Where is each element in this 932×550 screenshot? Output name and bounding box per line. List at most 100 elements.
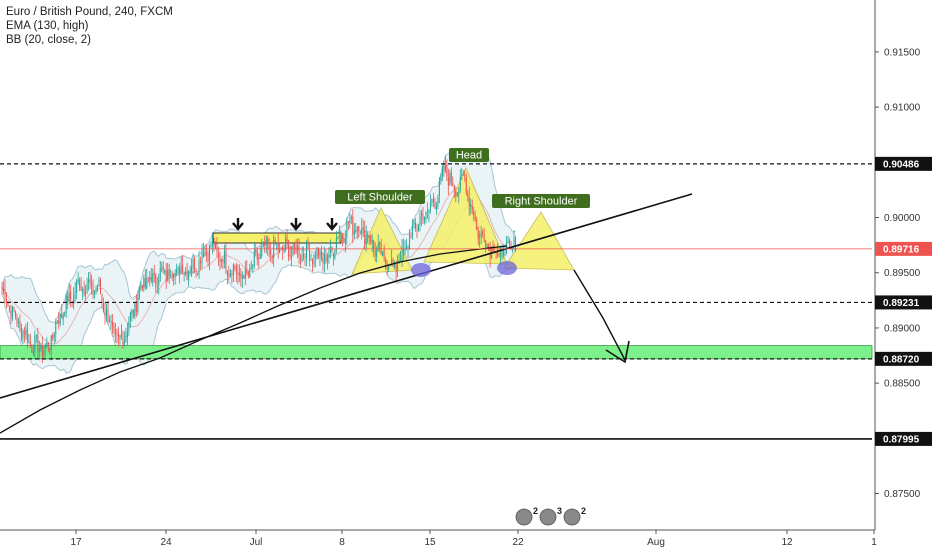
candle-body	[431, 198, 433, 203]
candle-body	[117, 333, 119, 337]
candle-body	[320, 250, 322, 260]
candle-body	[359, 232, 361, 234]
candle-body	[176, 269, 178, 274]
candle-body	[61, 313, 63, 319]
candle-body	[223, 252, 225, 264]
candle-body	[143, 278, 145, 288]
candle-body	[13, 307, 15, 311]
candle-body	[344, 237, 346, 243]
head-label-bg	[449, 148, 489, 162]
candle-body	[219, 257, 221, 263]
candle-body	[35, 334, 37, 336]
candle-body	[53, 334, 55, 338]
candle-body	[365, 234, 367, 245]
projection-arrow-head	[605, 340, 630, 364]
candle-body	[86, 283, 88, 291]
candle-body	[425, 211, 427, 220]
candle-body	[510, 243, 512, 246]
projection-arrow-line	[573, 269, 626, 361]
candle-body	[192, 258, 194, 268]
candle-body	[447, 176, 449, 186]
candle-body	[317, 249, 319, 257]
candle-body	[240, 273, 242, 277]
candle-body	[137, 298, 139, 312]
candle-body	[459, 176, 461, 191]
event-badge-icon	[539, 508, 557, 526]
candle-body	[47, 342, 49, 348]
candle-body	[410, 234, 412, 237]
candle-body	[11, 306, 13, 318]
candle-body	[338, 234, 340, 237]
candle-body	[8, 305, 10, 311]
candle-body	[32, 351, 34, 353]
candle-body	[497, 252, 499, 256]
right-shoulder-label-bg	[492, 194, 590, 208]
legend-ema[interactable]: EMA (130, high)	[6, 20, 89, 32]
candle-body	[509, 240, 511, 244]
y-tick-label: 0.88500	[884, 379, 921, 390]
legend-symbol[interactable]: Euro / British Pound, 240, FXCM	[6, 6, 173, 18]
bb-basis	[1, 180, 516, 345]
candle-body	[379, 242, 381, 244]
price-tag-neckline: 0.89231	[883, 298, 920, 309]
candle-body	[58, 320, 60, 323]
candle-body	[150, 277, 152, 282]
candle-body	[504, 253, 506, 257]
candle-body	[479, 235, 481, 238]
candle-body	[498, 255, 500, 257]
candle-body	[165, 270, 167, 282]
candle-body	[98, 279, 100, 287]
price-tag-low: 0.87995	[883, 434, 920, 445]
candle-body	[462, 174, 464, 176]
consolidation-box	[212, 232, 342, 244]
candle-body	[170, 274, 172, 277]
candle-body	[162, 266, 164, 271]
candle-body	[140, 285, 142, 289]
left-shoulder-label-bg	[335, 190, 425, 204]
candle-body	[37, 334, 39, 351]
candle-body	[94, 291, 96, 296]
candle-body	[289, 255, 291, 257]
candle-body	[10, 310, 12, 320]
candle-body	[91, 282, 93, 285]
candle-body	[376, 248, 378, 257]
candle-body	[491, 246, 493, 258]
candle-body	[62, 314, 64, 320]
candle-body	[476, 219, 478, 229]
candle-body	[158, 280, 160, 286]
candle-body	[82, 289, 84, 292]
candle-body	[4, 288, 6, 298]
candle-body	[168, 268, 170, 277]
candle-body	[123, 340, 125, 346]
candle-body	[458, 191, 460, 195]
candle-body	[492, 246, 494, 253]
candle-body	[437, 197, 439, 207]
legend-bb[interactable]: BB (20, close, 2)	[6, 34, 92, 46]
candle-body	[325, 255, 327, 262]
candle-body	[265, 239, 267, 245]
head-label: Head	[456, 150, 482, 162]
candle-body	[213, 237, 215, 248]
bb-lower-band	[1, 206, 516, 375]
candle-body	[88, 279, 90, 283]
candle-body	[135, 303, 137, 312]
pattern-shapes	[212, 167, 575, 275]
y-tick-label: 0.91500	[884, 47, 921, 58]
candle-body	[228, 274, 230, 277]
bb-upper-band	[1, 150, 516, 324]
candle-body	[252, 264, 254, 267]
candle-body	[311, 259, 313, 264]
price-tag-support-bg	[875, 351, 932, 366]
candle-body	[506, 241, 508, 253]
left-shoulder-label: Left Shoulder	[347, 192, 413, 204]
candle-body	[306, 241, 308, 258]
x-tick-label: 24	[160, 537, 172, 548]
candle-body	[147, 277, 149, 279]
candle-body	[141, 284, 143, 290]
event-badge-icon	[515, 508, 533, 526]
candle-body	[322, 258, 324, 264]
y-tick-label: 0.87500	[884, 489, 921, 500]
candle-body	[197, 272, 199, 274]
candle-body	[355, 230, 357, 233]
